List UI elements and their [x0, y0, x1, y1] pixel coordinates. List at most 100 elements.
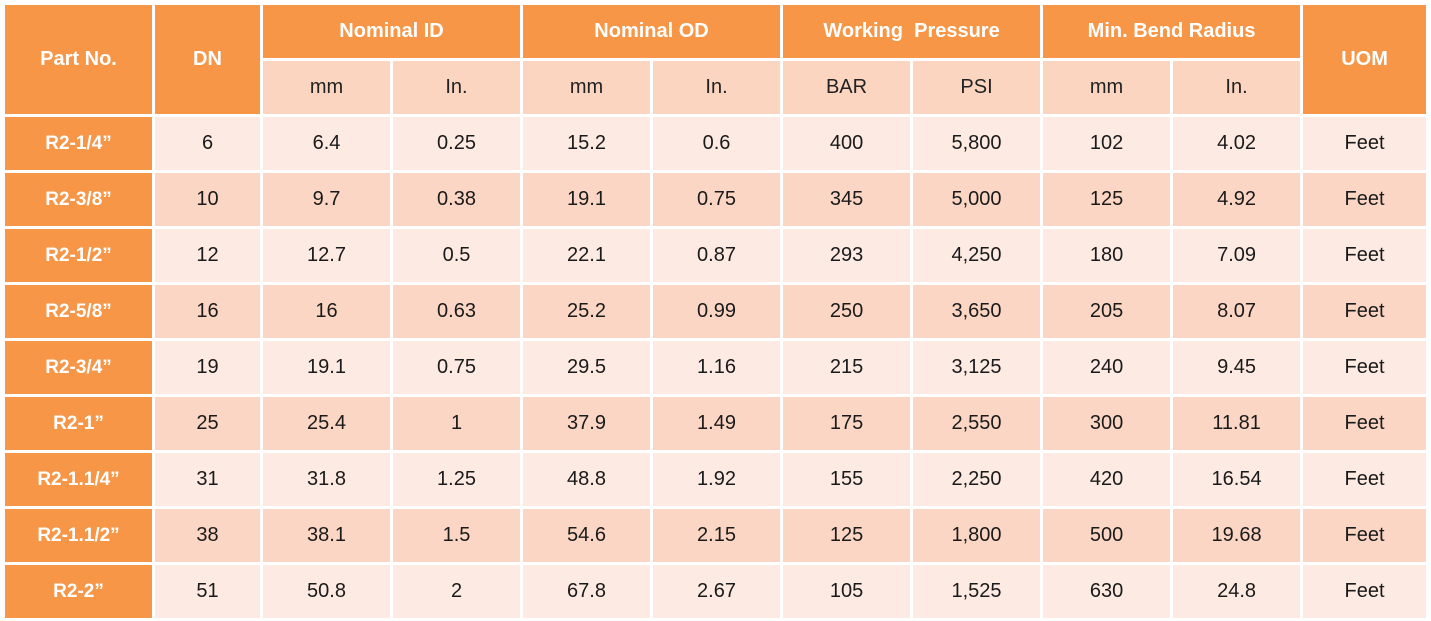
- uom-cell: Feet: [1300, 394, 1430, 453]
- dn-cell: 51: [152, 562, 263, 621]
- psi-cell: 4,250: [910, 226, 1044, 285]
- table-body: R2-1/4” 6 6.4 0.25 15.2 0.6 400 5,800 102 4.02 Fee…: [2, 114, 1430, 621]
- uom-cell: Feet: [1300, 562, 1430, 621]
- od-in-cell: 2.15: [650, 506, 784, 565]
- part-no-cell: R2-1/4”: [2, 114, 155, 173]
- br-mm-subheader: mm: [1040, 58, 1174, 117]
- bar-cell: 105: [780, 562, 914, 621]
- id-mm-cell: 38.1: [260, 506, 393, 565]
- header-row: Part No. DN Nominal ID Nominal OD Workin…: [2, 2, 1430, 117]
- bar-cell: 125: [780, 506, 914, 565]
- dn-cell: 6: [152, 114, 263, 173]
- uom-cell: Feet: [1300, 506, 1430, 565]
- psi-cell: 1,800: [910, 506, 1044, 565]
- od-mm-cell: 67.8: [520, 562, 654, 621]
- dn-cell: 10: [152, 170, 263, 229]
- br-mm-cell: 205: [1040, 282, 1174, 341]
- bar-cell: 155: [780, 450, 914, 509]
- br-mm-cell: 180: [1040, 226, 1174, 285]
- od-mm-cell: 48.8: [520, 450, 654, 509]
- bar-cell: 400: [780, 114, 914, 173]
- wp-psi-subheader: PSI: [910, 58, 1044, 117]
- part-no-cell: R2-5/8”: [2, 282, 155, 341]
- nominal-id-header: Nominal ID: [259, 2, 524, 61]
- table-row: R2-3/4” 19 19.1 0.75 29.5 1.16 215 3,125 240 9.45…: [2, 338, 1430, 397]
- br-mm-cell: 500: [1040, 506, 1174, 565]
- br-mm-cell: 240: [1040, 338, 1174, 397]
- br-in-cell: 8.07: [1170, 282, 1304, 341]
- wp-bar-subheader: BAR: [780, 58, 914, 117]
- id-in-cell: 0.25: [389, 114, 524, 173]
- part-no-cell: R2-3/4”: [2, 338, 155, 397]
- od-in-cell: 1.49: [650, 394, 784, 453]
- dn-cell: 19: [152, 338, 263, 397]
- table-row: R2-1.1/2” 38 38.1 1.5 54.6 2.15 125 1,800 500 19.…: [2, 506, 1430, 565]
- br-in-subheader: In.: [1170, 58, 1304, 117]
- uom-cell: Feet: [1300, 338, 1430, 397]
- psi-cell: 2,550: [910, 394, 1044, 453]
- id-mm-cell: 12.7: [260, 226, 393, 285]
- id-in-cell: 1.5: [389, 506, 524, 565]
- subheader-row: mm In. mm In. BAR PSI mm In.: [4, 58, 1428, 117]
- psi-cell: 5,000: [910, 170, 1044, 229]
- bar-cell: 250: [780, 282, 914, 341]
- id-in-cell: 2: [389, 562, 524, 621]
- br-mm-cell: 102: [1040, 114, 1174, 173]
- bar-cell: 345: [780, 170, 914, 229]
- table-row: R2-2” 51 50.8 2 67.8 2.67 105 1,525 630 24.8 Feet: [2, 562, 1430, 621]
- od-in-cell: 1.92: [650, 450, 784, 509]
- part-no-cell: R2-1/2”: [2, 226, 155, 285]
- psi-cell: 3,125: [910, 338, 1044, 397]
- dn-cell: 31: [152, 450, 263, 509]
- od-in-subheader: In.: [650, 58, 784, 117]
- min-bend-radius-header: Min. Bend Radius: [1040, 2, 1304, 61]
- br-mm-cell: 630: [1040, 562, 1174, 621]
- psi-cell: 5,800: [910, 114, 1044, 173]
- br-mm-cell: 125: [1040, 170, 1174, 229]
- uom-cell: Feet: [1300, 114, 1430, 173]
- id-mm-cell: 16: [260, 282, 393, 341]
- od-in-cell: 0.75: [650, 170, 784, 229]
- uom-cell: Feet: [1300, 450, 1430, 509]
- br-in-cell: 19.68: [1170, 506, 1304, 565]
- id-in-cell: 1.25: [389, 450, 524, 509]
- id-mm-subheader: mm: [260, 58, 393, 117]
- bar-cell: 175: [780, 394, 914, 453]
- br-in-cell: 4.92: [1170, 170, 1304, 229]
- uom-cell: Feet: [1300, 226, 1430, 285]
- dn-cell: 12: [152, 226, 263, 285]
- id-mm-cell: 50.8: [260, 562, 393, 621]
- part-no-cell: R2-3/8”: [2, 170, 155, 229]
- bar-cell: 293: [780, 226, 914, 285]
- id-in-subheader: In.: [389, 58, 524, 117]
- uom-cell: Feet: [1300, 282, 1430, 341]
- br-in-cell: 9.45: [1170, 338, 1304, 397]
- dn-cell: 38: [152, 506, 263, 565]
- br-in-cell: 24.8: [1170, 562, 1304, 621]
- part-no-cell: R2-1.1/4”: [2, 450, 155, 509]
- br-in-cell: 7.09: [1170, 226, 1304, 285]
- br-mm-cell: 420: [1040, 450, 1174, 509]
- br-mm-cell: 300: [1040, 394, 1174, 453]
- od-mm-cell: 54.6: [520, 506, 654, 565]
- table-row: R2-1” 25 25.4 1 37.9 1.49 175 2,550 300 11.81 Feet: [2, 394, 1430, 453]
- od-in-cell: 2.67: [650, 562, 784, 621]
- part-no-cell: R2-2”: [2, 562, 155, 621]
- od-mm-cell: 25.2: [520, 282, 654, 341]
- dn-cell: 25: [152, 394, 263, 453]
- psi-cell: 2,250: [910, 450, 1044, 509]
- id-in-cell: 0.38: [389, 170, 524, 229]
- psi-cell: 3,650: [910, 282, 1044, 341]
- id-mm-cell: 25.4: [260, 394, 393, 453]
- id-in-cell: 0.75: [389, 338, 524, 397]
- od-mm-cell: 37.9: [520, 394, 654, 453]
- br-in-cell: 11.81: [1170, 394, 1304, 453]
- psi-cell: 1,525: [910, 562, 1044, 621]
- od-mm-cell: 29.5: [520, 338, 654, 397]
- id-in-cell: 0.5: [389, 226, 524, 285]
- table-row: R2-1/4” 6 6.4 0.25 15.2 0.6 400 5,800 102 4.02 Fee…: [2, 114, 1430, 173]
- id-mm-cell: 9.7: [260, 170, 393, 229]
- uom-cell: Feet: [1300, 170, 1430, 229]
- id-mm-cell: 19.1: [260, 338, 393, 397]
